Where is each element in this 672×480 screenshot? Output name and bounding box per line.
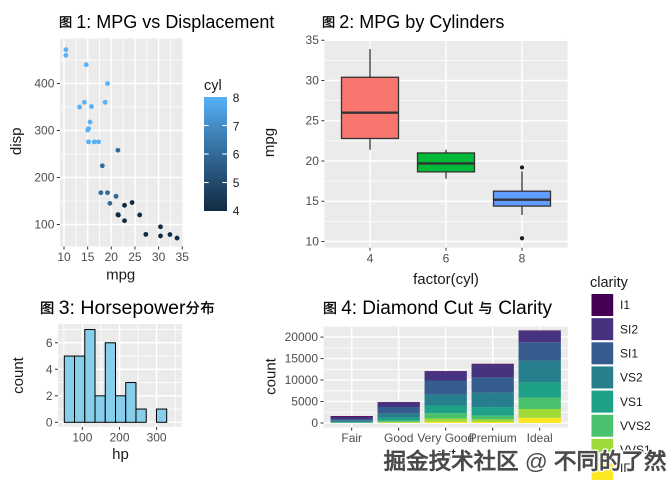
- svg-text:I1: I1: [620, 298, 630, 312]
- svg-text:count: count: [10, 356, 27, 394]
- svg-text:VS2: VS2: [620, 371, 643, 385]
- svg-text:5000: 5000: [291, 395, 318, 409]
- svg-text:10: 10: [306, 235, 320, 249]
- svg-text:5: 5: [233, 176, 240, 190]
- svg-text:factor(cyl): factor(cyl): [413, 271, 479, 288]
- svg-text:100: 100: [34, 218, 54, 232]
- svg-text:cyl: cyl: [204, 78, 222, 94]
- svg-text:10: 10: [57, 250, 71, 264]
- svg-text:mpg: mpg: [106, 267, 135, 284]
- svg-text:30: 30: [306, 74, 320, 88]
- svg-text:4: 4: [46, 362, 53, 376]
- svg-text:25: 25: [128, 250, 142, 264]
- svg-text:4: 4: [233, 204, 240, 218]
- svg-text:20: 20: [105, 250, 119, 264]
- svg-text:200: 200: [34, 171, 54, 185]
- svg-text:mpg: mpg: [261, 128, 278, 157]
- svg-text:1: MPG vs Displacement: 1: MPG vs Displacement: [76, 12, 274, 32]
- svg-text:IF: IF: [620, 461, 631, 475]
- svg-text:@: @: [525, 449, 548, 474]
- svg-text:hp: hp: [112, 446, 129, 463]
- svg-text:7: 7: [233, 119, 240, 133]
- svg-text:3: Horsepower: 3: Horsepower: [59, 297, 186, 319]
- svg-text:4: Diamond Cut: 4: Diamond Cut: [341, 298, 474, 319]
- svg-text:0: 0: [311, 416, 318, 430]
- svg-text:200: 200: [109, 430, 129, 444]
- svg-text:SI1: SI1: [620, 347, 638, 361]
- svg-text:300: 300: [34, 124, 54, 138]
- svg-text:6: 6: [233, 148, 240, 162]
- svg-text:300: 300: [147, 430, 167, 444]
- svg-text:35: 35: [176, 250, 190, 264]
- svg-text:20000: 20000: [285, 330, 319, 344]
- svg-text:2: 2: [46, 389, 53, 403]
- svg-text:30: 30: [152, 250, 166, 264]
- svg-text:8: 8: [233, 91, 240, 105]
- svg-text:VVS2: VVS2: [620, 419, 651, 433]
- svg-text:6: 6: [443, 252, 450, 266]
- svg-text:Very Good: Very Good: [417, 431, 474, 445]
- svg-text:25: 25: [306, 114, 320, 128]
- svg-text:Ideal: Ideal: [527, 431, 553, 445]
- svg-text:6: 6: [46, 336, 53, 350]
- svg-text:400: 400: [34, 77, 54, 91]
- svg-text:10000: 10000: [285, 373, 319, 387]
- svg-text:2: MPG by Cylinders: 2: MPG by Cylinders: [339, 12, 504, 32]
- svg-text:Good: Good: [384, 431, 413, 445]
- svg-text:35: 35: [306, 33, 320, 47]
- svg-text:SI2: SI2: [620, 322, 638, 336]
- svg-text:Fair: Fair: [341, 431, 362, 445]
- svg-text:Clarity: Clarity: [498, 298, 552, 319]
- svg-text:15: 15: [306, 194, 320, 208]
- svg-text:4: 4: [367, 252, 374, 266]
- svg-text:Premium: Premium: [469, 431, 517, 445]
- svg-text:15000: 15000: [285, 352, 319, 366]
- svg-text:20: 20: [306, 154, 320, 168]
- svg-text:clarity: clarity: [590, 275, 629, 291]
- svg-text:VS1: VS1: [620, 395, 643, 409]
- svg-text:disp: disp: [8, 128, 25, 156]
- svg-text:8: 8: [519, 252, 526, 266]
- svg-text:0: 0: [46, 415, 53, 429]
- svg-text:15: 15: [81, 250, 95, 264]
- svg-text:count: count: [263, 357, 280, 395]
- svg-text:100: 100: [72, 430, 92, 444]
